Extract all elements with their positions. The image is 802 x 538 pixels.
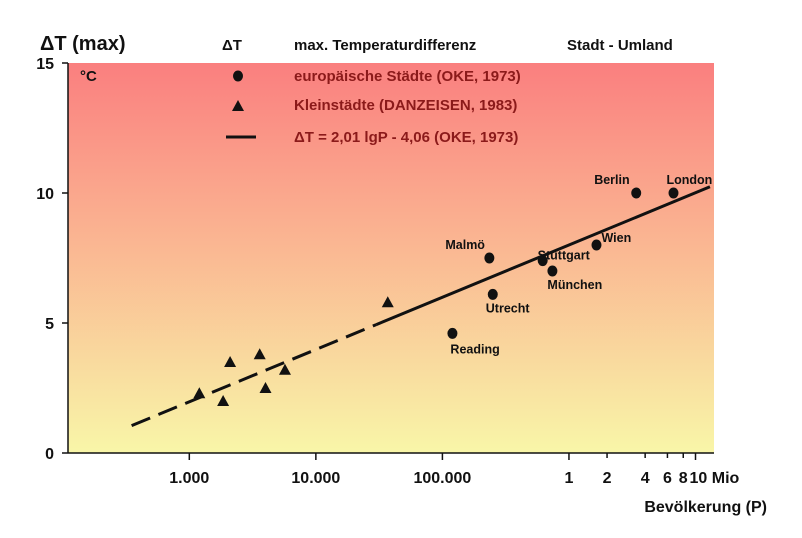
- y-tick-label: 5: [45, 316, 54, 333]
- legend-label-regression: ΔT = 2,01 lgP - 4,06 (OKE, 1973): [294, 129, 518, 146]
- city-label: Malmö: [445, 238, 485, 252]
- legend-circle-marker: [233, 70, 243, 82]
- small-town-point: [253, 348, 266, 360]
- x-tick-label: 100.000: [413, 470, 471, 487]
- y-axis-unit: °C: [80, 68, 97, 85]
- city-label: London: [666, 173, 712, 187]
- small-town-point: [278, 363, 291, 375]
- small-town-point: [259, 382, 272, 393]
- city-label: Utrecht: [486, 301, 531, 315]
- small-town-point: [193, 387, 206, 399]
- regression-line-dashed: [131, 323, 377, 427]
- legend-label-europe: europäische Städte (OKE, 1973): [294, 68, 521, 85]
- x-tick-label: 2: [603, 470, 612, 487]
- city-label: Wien: [601, 231, 631, 245]
- x-tick-label: 1.000: [169, 470, 209, 487]
- city-label: Stuttgart: [538, 249, 591, 263]
- legend-header-symbol: ΔT: [222, 37, 242, 54]
- x-tick-label: 4: [641, 470, 650, 487]
- plot-area: [68, 63, 714, 453]
- city-label: Reading: [450, 342, 499, 356]
- x-axis-title: Bevölkerung (P): [644, 499, 767, 516]
- y-axis-title: ΔT (max): [40, 33, 126, 55]
- city-label: Berlin: [594, 173, 629, 187]
- city-point: [668, 187, 679, 199]
- data-points: Reading Utrecht Malmö Stuttgart München Wien B…: [193, 173, 712, 406]
- legend-header-right: Stadt - Umland: [567, 37, 673, 54]
- city-point: [484, 252, 495, 264]
- x-tick-label: 10.000: [291, 470, 340, 487]
- x-tick-label: 10 Mio: [690, 470, 740, 487]
- city-point: [537, 255, 548, 267]
- small-town-point: [217, 395, 230, 406]
- city-point: [591, 239, 602, 251]
- legend-label-small-towns: Kleinstädte (DANZEISEN, 1983): [294, 97, 517, 114]
- city-label: München: [547, 278, 602, 292]
- city-point: [447, 327, 458, 339]
- city-point: [631, 187, 642, 199]
- axis-ticks: 0 5 10 15 1.000 10.000 100.000 1 2 4 6 8 10 Mio: [36, 56, 739, 487]
- legend-header-text: max. Temperaturdifferenz: [294, 37, 476, 54]
- x-tick-label: 6: [663, 470, 672, 487]
- y-tick-label: 10: [36, 186, 54, 203]
- y-tick-label: 0: [45, 446, 54, 463]
- small-town-point: [381, 296, 394, 308]
- x-tick-label: 1: [565, 470, 574, 487]
- legend-triangle-marker: [232, 100, 244, 111]
- city-point: [547, 265, 558, 277]
- y-tick-label: 15: [36, 56, 54, 73]
- city-point: [487, 288, 498, 300]
- small-town-point: [224, 356, 237, 367]
- x-tick-label: 8: [679, 470, 688, 487]
